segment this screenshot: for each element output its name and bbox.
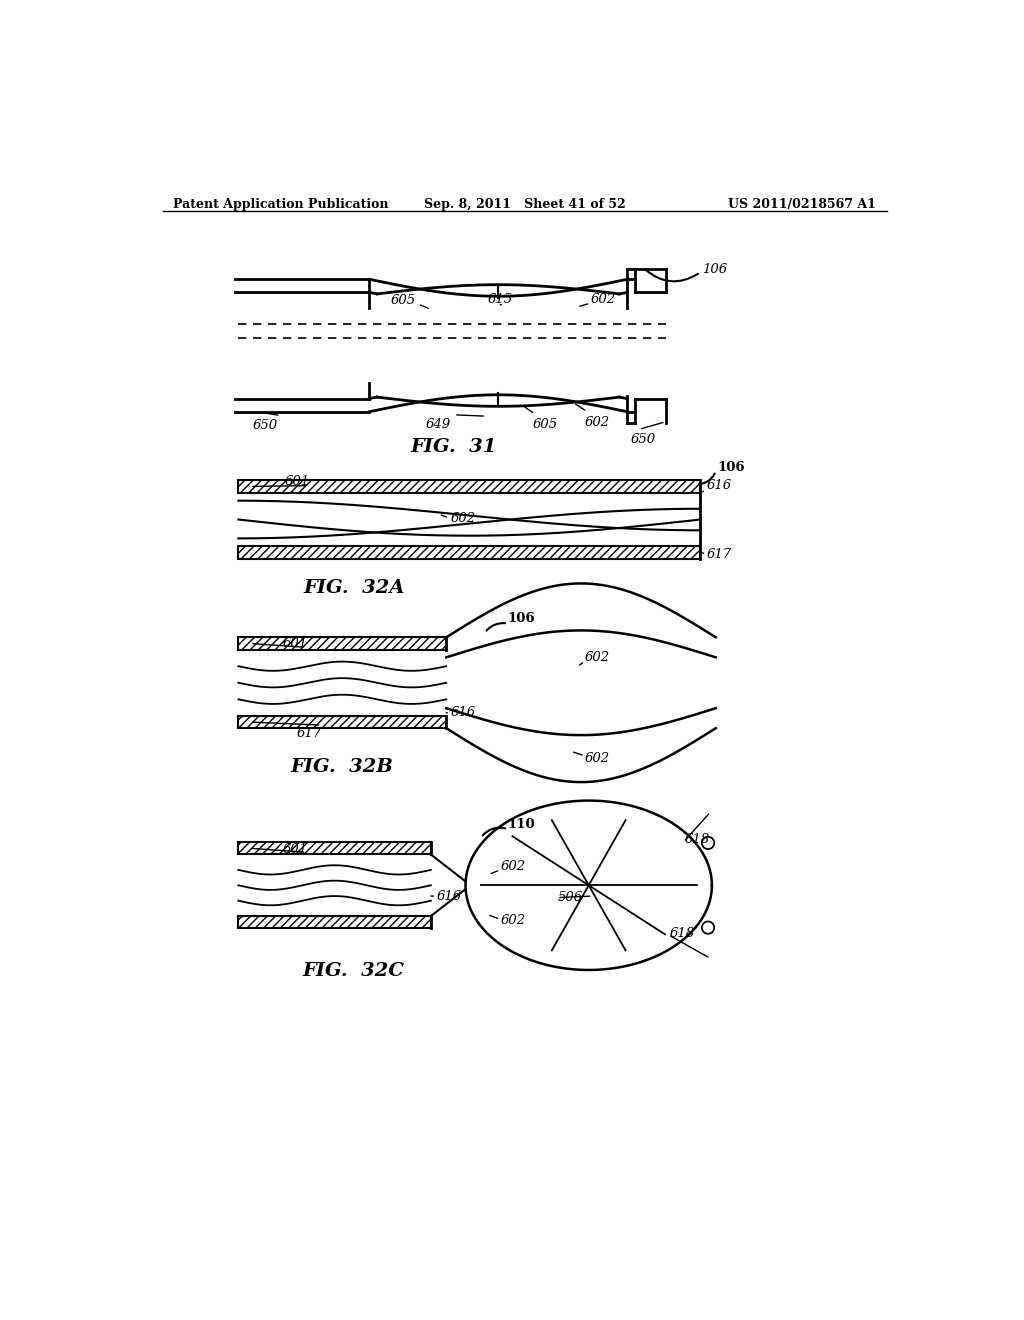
- Text: 602: 602: [585, 416, 610, 429]
- Text: 617: 617: [707, 548, 731, 561]
- Text: 605: 605: [390, 294, 416, 308]
- Text: 106: 106: [701, 263, 727, 276]
- Text: 618: 618: [685, 833, 710, 846]
- Text: 616: 616: [451, 706, 476, 719]
- Text: 601: 601: [283, 638, 308, 649]
- Text: US 2011/0218567 A1: US 2011/0218567 A1: [728, 198, 876, 211]
- Text: 602: 602: [500, 915, 525, 927]
- Text: 602: 602: [585, 752, 610, 766]
- Text: 506: 506: [558, 891, 583, 904]
- Text: 650: 650: [631, 433, 656, 446]
- Text: 110: 110: [508, 818, 536, 832]
- Text: 650: 650: [253, 418, 278, 432]
- Text: FIG.  31: FIG. 31: [411, 438, 497, 457]
- Bar: [239, 480, 700, 492]
- Text: 602: 602: [451, 512, 475, 525]
- Bar: [239, 916, 431, 928]
- Text: 106: 106: [717, 462, 744, 474]
- Text: 616: 616: [707, 479, 731, 492]
- Text: 602: 602: [591, 293, 616, 306]
- Text: 601: 601: [285, 475, 309, 488]
- Text: 601: 601: [283, 842, 308, 855]
- Text: 616: 616: [437, 890, 462, 903]
- Text: 617: 617: [296, 726, 322, 739]
- Bar: [239, 715, 446, 729]
- Text: Patent Application Publication: Patent Application Publication: [173, 198, 388, 211]
- Text: 649: 649: [426, 418, 452, 430]
- Text: 618: 618: [670, 927, 694, 940]
- Bar: [239, 842, 431, 854]
- Text: 106: 106: [508, 612, 536, 626]
- Text: Sep. 8, 2011   Sheet 41 of 52: Sep. 8, 2011 Sheet 41 of 52: [424, 198, 626, 211]
- Text: 602: 602: [585, 651, 610, 664]
- Text: 605: 605: [532, 418, 558, 430]
- Text: FIG.  32A: FIG. 32A: [303, 579, 404, 597]
- Text: 602: 602: [500, 861, 525, 874]
- Text: FIG.  32C: FIG. 32C: [303, 962, 404, 979]
- Text: 615: 615: [487, 293, 513, 306]
- Bar: [239, 546, 700, 558]
- Bar: [239, 638, 446, 649]
- Text: FIG.  32B: FIG. 32B: [291, 758, 394, 776]
